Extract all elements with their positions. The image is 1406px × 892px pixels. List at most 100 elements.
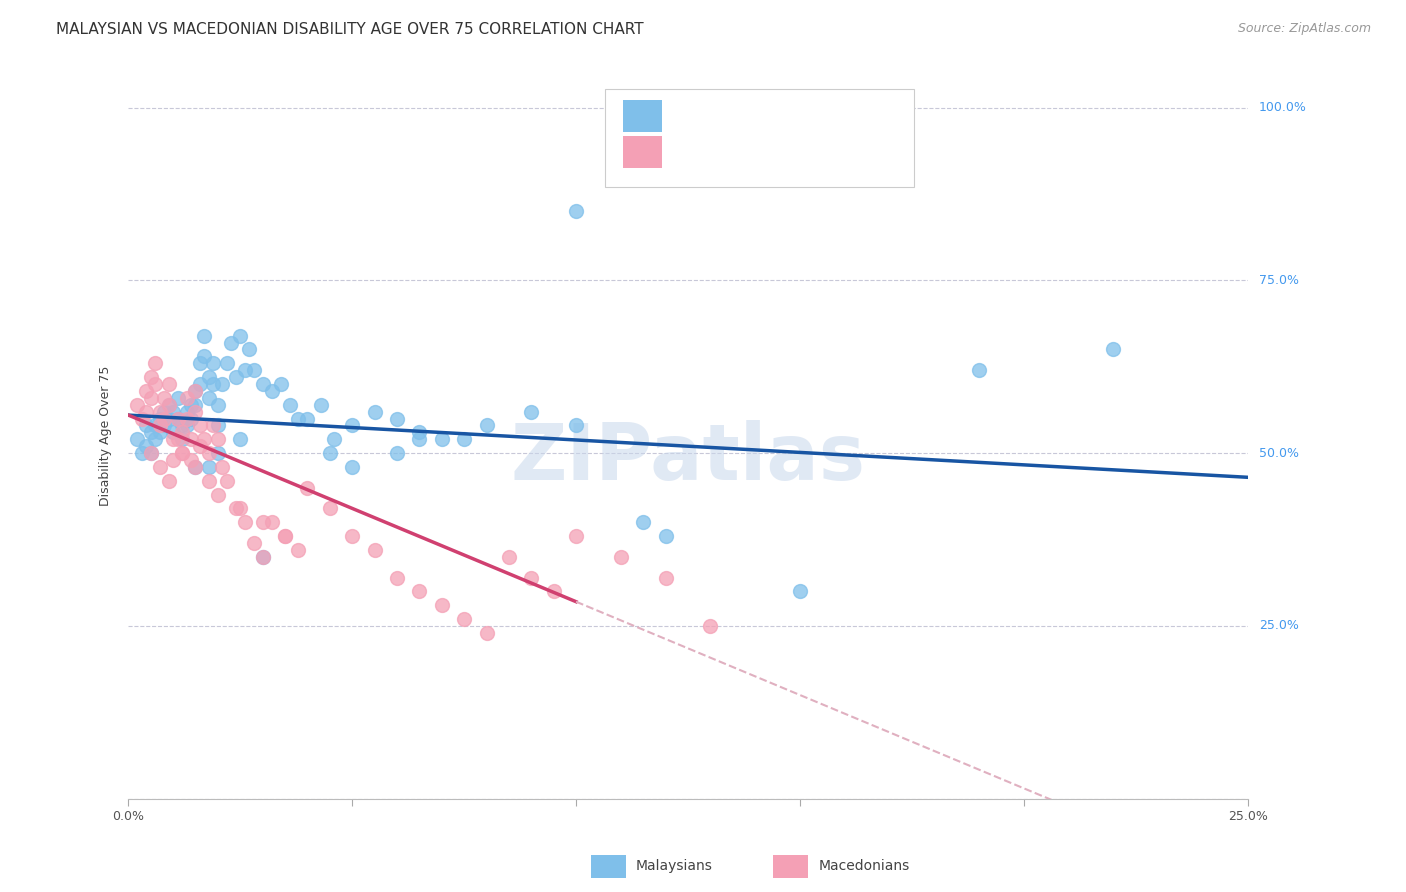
Point — [211, 376, 233, 391]
Point — [385, 446, 408, 460]
Point — [430, 598, 453, 612]
Point — [131, 411, 153, 425]
Point — [430, 432, 453, 446]
Text: 100.0%: 100.0% — [1258, 101, 1306, 114]
Point — [278, 398, 301, 412]
Point — [475, 418, 498, 433]
Point — [166, 391, 188, 405]
Point — [157, 376, 180, 391]
Point — [260, 384, 283, 398]
Point — [207, 418, 229, 433]
Text: -0.401: -0.401 — [707, 145, 762, 159]
Point — [180, 432, 202, 446]
Point — [215, 474, 238, 488]
Point — [135, 439, 157, 453]
Point — [363, 404, 385, 418]
Point — [229, 501, 252, 516]
Text: Macedonians: Macedonians — [818, 859, 910, 873]
Point — [149, 404, 172, 418]
Point — [238, 343, 260, 357]
Point — [233, 363, 256, 377]
Point — [166, 411, 188, 425]
Point — [162, 432, 184, 446]
Point — [520, 570, 543, 584]
Point — [967, 363, 990, 377]
Point — [139, 446, 162, 460]
Point — [149, 411, 172, 425]
Point — [157, 398, 180, 412]
Point — [654, 570, 676, 584]
Point — [221, 335, 243, 350]
Point — [193, 432, 215, 446]
Text: MALAYSIAN VS MACEDONIAN DISABILITY AGE OVER 75 CORRELATION CHART: MALAYSIAN VS MACEDONIAN DISABILITY AGE O… — [56, 22, 644, 37]
Point — [184, 398, 207, 412]
Point — [157, 411, 180, 425]
Point — [166, 411, 188, 425]
Point — [198, 474, 221, 488]
Point — [176, 418, 198, 433]
Point — [297, 481, 319, 495]
Point — [543, 584, 565, 599]
Text: 25.0%: 25.0% — [1258, 619, 1299, 632]
Point — [139, 370, 162, 384]
Point — [149, 425, 172, 440]
Point — [363, 542, 385, 557]
Point — [207, 432, 229, 446]
Point — [127, 398, 149, 412]
Point — [242, 363, 264, 377]
Point — [520, 404, 543, 418]
Point — [188, 376, 211, 391]
Text: ZIPatlas: ZIPatlas — [510, 419, 866, 496]
Point — [211, 459, 233, 474]
Point — [135, 418, 157, 433]
Point — [319, 446, 342, 460]
Point — [188, 439, 211, 453]
Point — [475, 625, 498, 640]
Point — [149, 459, 172, 474]
Point — [180, 398, 202, 412]
Y-axis label: Disability Age Over 75: Disability Age Over 75 — [100, 366, 112, 506]
Point — [143, 356, 166, 370]
Point — [188, 356, 211, 370]
Point — [252, 515, 274, 529]
Point — [184, 459, 207, 474]
Point — [198, 391, 221, 405]
Point — [162, 453, 184, 467]
Point — [274, 529, 297, 543]
Point — [131, 446, 153, 460]
Point — [297, 411, 319, 425]
Point — [157, 398, 180, 412]
Text: 50.0%: 50.0% — [1258, 447, 1299, 459]
Point — [408, 432, 430, 446]
Point — [207, 446, 229, 460]
Point — [139, 391, 162, 405]
Point — [408, 425, 430, 440]
Point — [193, 349, 215, 363]
Point — [180, 411, 202, 425]
Point — [149, 418, 172, 433]
Point — [699, 619, 721, 633]
Point — [184, 384, 207, 398]
Point — [252, 376, 274, 391]
Text: 67: 67 — [820, 145, 841, 159]
Point — [453, 432, 475, 446]
Point — [170, 418, 193, 433]
Point — [193, 328, 215, 343]
Point — [202, 376, 225, 391]
Point — [198, 459, 221, 474]
Point — [139, 446, 162, 460]
Text: R =: R = — [671, 145, 704, 159]
Point — [166, 432, 188, 446]
Point — [143, 418, 166, 433]
Point — [319, 501, 342, 516]
Point — [225, 501, 247, 516]
Point — [170, 425, 193, 440]
Point — [202, 356, 225, 370]
Point — [184, 404, 207, 418]
Point — [385, 411, 408, 425]
Text: N =: N = — [783, 145, 817, 159]
Text: -0.116: -0.116 — [707, 109, 762, 123]
Point — [198, 446, 221, 460]
Point — [143, 376, 166, 391]
Point — [157, 474, 180, 488]
